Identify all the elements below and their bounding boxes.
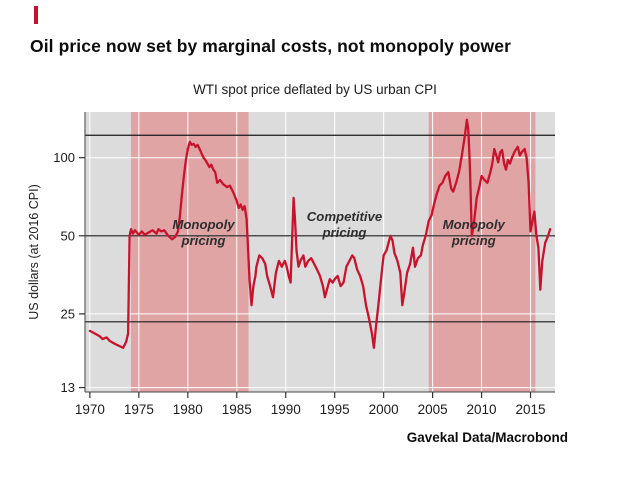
x-tick-label: 1985 (222, 402, 252, 417)
x-tick-label: 2010 (467, 402, 497, 417)
source-attribution: Gavekal Data/Macrobond (406, 430, 568, 445)
x-tick-label: 1980 (173, 402, 203, 417)
regime-annotation-line2: pricing (321, 225, 366, 240)
regime-annotation-line1: Monopoly (443, 217, 506, 232)
y-axis-title: US dollars (at 2016 CPI) (27, 184, 41, 319)
y-tick-label: 25 (61, 306, 75, 321)
y-tick-label: 13 (61, 380, 75, 395)
chart-subtitle: WTI spot price deflated by US urban CPI (193, 82, 437, 97)
shaded-region (131, 112, 249, 392)
x-tick-label: 1975 (124, 402, 154, 417)
regime-annotation-line2: pricing (180, 233, 225, 248)
x-tick-label: 2000 (369, 402, 399, 417)
x-tick-label: 1970 (75, 402, 105, 417)
x-tick-label: 2015 (515, 402, 545, 417)
chart-canvas: 13 25 50 100 1970 1975 1980 1985 1990 1995 2000 200… (27, 112, 555, 417)
x-tick-label: 1995 (320, 402, 350, 417)
chart-title: Oil price now set by marginal costs, not… (30, 36, 511, 56)
x-tick-label: 2005 (418, 402, 448, 417)
chart-area: 13 25 50 100 1970 1975 1980 1985 1990 1995 2000 200… (0, 100, 630, 430)
regime-annotation-line2: pricing (451, 233, 496, 248)
regime-annotation-line1: Competitive (307, 209, 382, 224)
x-tick-label: 1990 (271, 402, 301, 417)
price-line (88, 118, 552, 349)
y-tick-label: 50 (61, 228, 75, 243)
regime-annotation-line1: Monopoly (172, 217, 235, 232)
y-tick-label: 100 (53, 150, 75, 165)
brand-mark (34, 6, 38, 24)
